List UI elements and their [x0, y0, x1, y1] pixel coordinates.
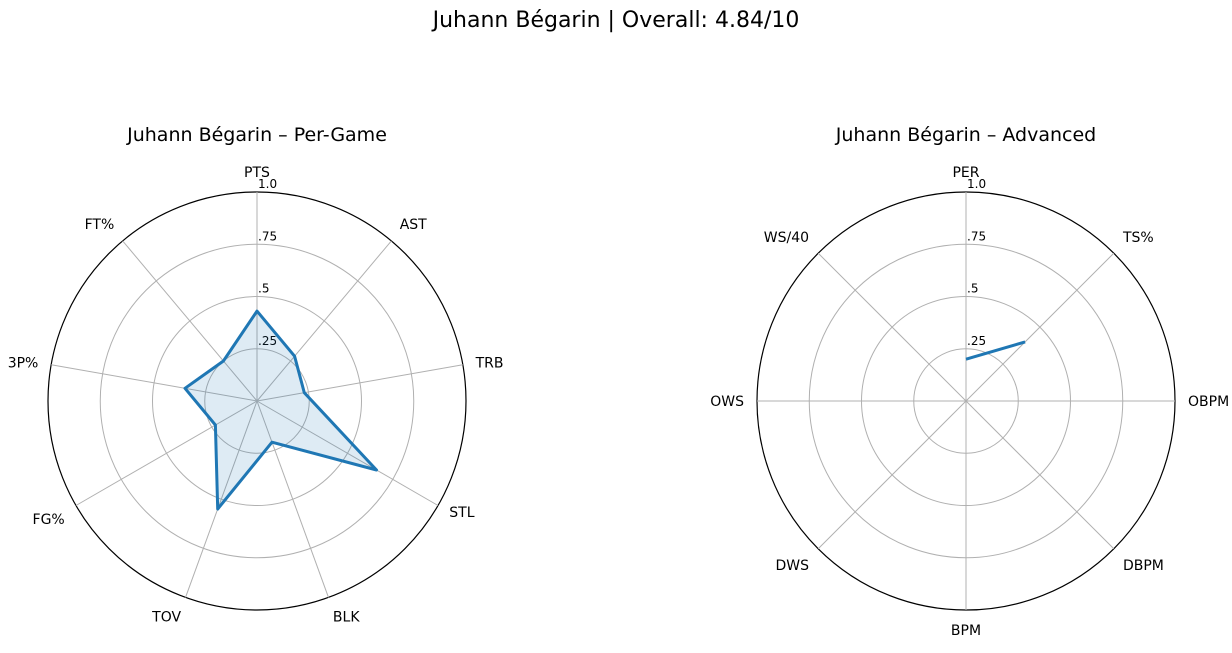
radar-spoke [817, 252, 967, 402]
axis-label-dbpm: DBPM [1123, 558, 1164, 574]
radar-spoke [256, 364, 463, 402]
axis-label-bpm: BPM [951, 623, 981, 639]
radar-spoke [817, 400, 967, 550]
axis-label-obpm: OBPM [1188, 394, 1229, 410]
axis-label-ts-pct: TS% [1122, 230, 1154, 246]
axis-label-dws: DWS [776, 558, 810, 574]
radar-title: Juhann Bégarin – Advanced [835, 124, 1096, 146]
radar-spoke [965, 252, 1115, 402]
radar-series-shape [183, 309, 378, 511]
radial-tick-label: 1.0 [967, 177, 986, 191]
radial-tick-label: .25 [258, 334, 277, 348]
radar-spoke [122, 240, 258, 402]
axis-label-ws-40: WS/40 [764, 230, 809, 246]
axis-label-stl: STL [449, 505, 474, 521]
radar-series-line [965, 340, 1026, 361]
radial-tick-label: .75 [258, 229, 277, 243]
radar-spoke [965, 400, 1115, 550]
axis-label-blk: BLK [333, 610, 360, 626]
radar-spoke [185, 400, 258, 598]
radial-tick-label: .5 [258, 282, 269, 296]
radar-title: Juhann Bégarin – Per-Game [126, 124, 387, 146]
radar-spoke [256, 240, 392, 402]
radar-spoke [256, 400, 329, 598]
figure-title: Juhann Bégarin | Overall: 4.84/10 [432, 8, 800, 33]
radial-tick-label: .75 [967, 229, 986, 243]
axis-label-pts: PTS [244, 165, 270, 181]
axis-label-fg-pct: FG% [33, 512, 65, 528]
axis-label-per: PER [952, 165, 979, 181]
radar-spoke [256, 400, 439, 506]
radar-spoke [51, 364, 258, 402]
axis-label-tov: TOV [151, 610, 181, 626]
axis-label-trb: TRB [475, 355, 504, 371]
radial-tick-label: .5 [967, 282, 978, 296]
axis-label-ows: OWS [710, 394, 744, 410]
radial-tick-label: 1.0 [258, 177, 277, 191]
axis-label-ft-pct: FT% [85, 217, 115, 233]
radial-tick-label: .25 [967, 334, 986, 348]
radar-spoke [75, 400, 258, 506]
axis-label-3p-pct: 3P% [8, 355, 39, 371]
axis-label-ast: AST [400, 217, 427, 233]
